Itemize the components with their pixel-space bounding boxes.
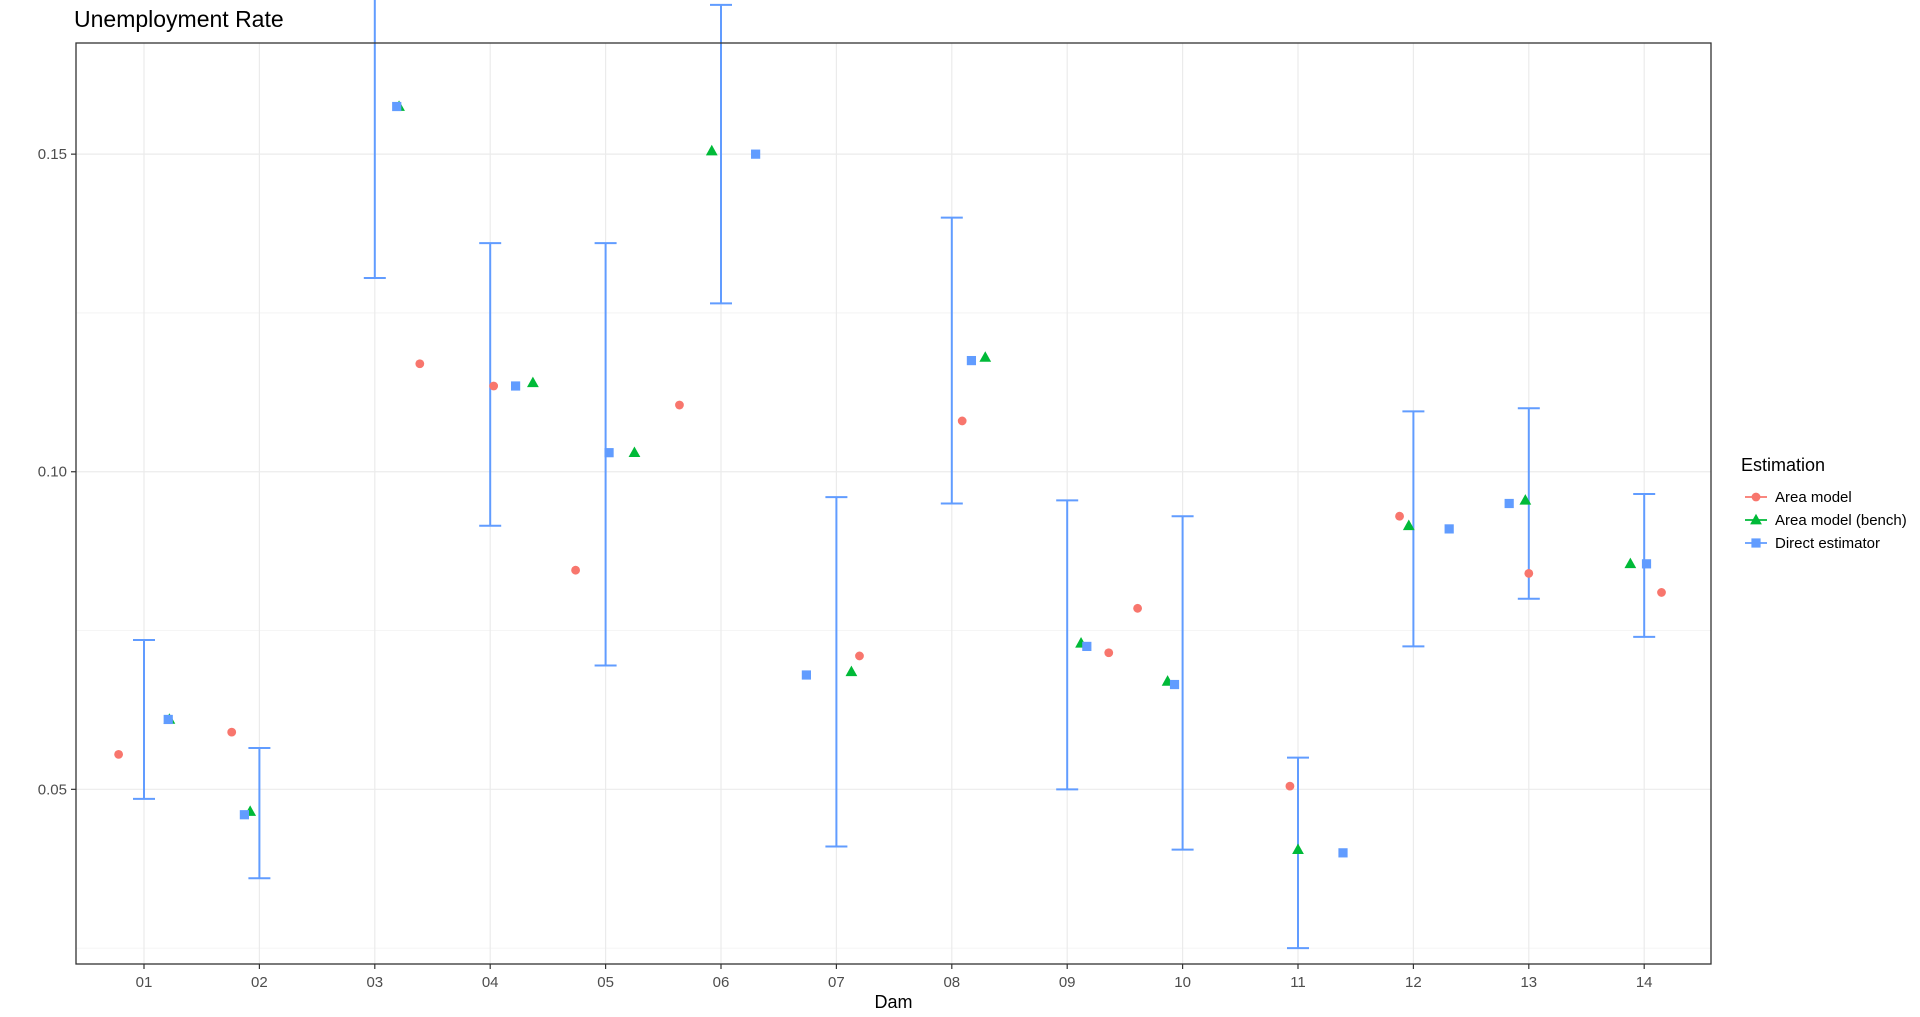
- data-point: [801, 670, 811, 680]
- data-point: [957, 416, 967, 426]
- data-point: [966, 355, 977, 366]
- series-area-model: [114, 359, 1666, 791]
- legend-key-marker: [1751, 492, 1761, 502]
- data-point: [415, 359, 425, 369]
- x-axis-title: Dam: [874, 992, 912, 1012]
- error-bar: [940, 216, 963, 505]
- x-tick-label: 05: [597, 974, 614, 991]
- series-area-model-bench: [163, 100, 1637, 855]
- data-point: [510, 381, 521, 391]
- x-tick-label: 13: [1520, 974, 1537, 991]
- error-bar: [825, 496, 848, 848]
- data-point: [1519, 494, 1532, 505]
- data-points: [114, 100, 1666, 858]
- chart-title: Unemployment Rate: [74, 6, 284, 32]
- error-bar: [1056, 499, 1079, 791]
- x-tick-label: 10: [1174, 974, 1191, 991]
- error-bar: [363, 0, 386, 280]
- x-tick-label: 04: [482, 974, 499, 991]
- data-point: [1641, 559, 1652, 569]
- legend-label: Direct estimator: [1775, 535, 1880, 552]
- data-point: [1169, 679, 1180, 690]
- error-bar: [248, 747, 271, 880]
- x-tick-label: 03: [366, 974, 383, 991]
- data-point: [845, 665, 858, 677]
- data-point: [979, 351, 992, 362]
- legend-item: Area model (bench): [1745, 512, 1907, 529]
- data-point: [1338, 848, 1348, 858]
- legend-title: Estimation: [1741, 455, 1825, 475]
- series-direct-estimator: [163, 101, 1652, 858]
- data-point: [1104, 648, 1114, 658]
- data-point: [675, 400, 684, 410]
- data-point: [1082, 641, 1092, 652]
- data-point: [227, 727, 237, 737]
- y-tick-label: 0.05: [38, 781, 67, 798]
- legend-item: Direct estimator: [1745, 535, 1880, 552]
- data-point: [527, 376, 539, 388]
- x-tick-label: 01: [136, 974, 153, 991]
- data-point: [1504, 498, 1514, 509]
- legend-key-marker: [1751, 538, 1761, 548]
- axes: 0.05 0.10 0.15 01 02 03 04 05 06 07 08 09 10 11 12 13 14: [38, 146, 1653, 991]
- error-bar: [1171, 515, 1194, 851]
- data-point: [1444, 524, 1454, 534]
- data-point: [705, 144, 718, 156]
- x-tick-label: 02: [251, 974, 268, 991]
- y-tick-label: 0.15: [38, 146, 67, 163]
- data-point: [489, 381, 499, 391]
- data-point: [1133, 603, 1142, 613]
- plot-panel-border: [75, 42, 1712, 965]
- x-tick-label: 12: [1405, 974, 1422, 991]
- legend: Estimation Area model Area model (bench) D…: [1741, 455, 1907, 552]
- error-bar: [710, 3, 732, 305]
- data-point: [392, 101, 402, 112]
- data-point: [855, 651, 864, 661]
- x-tick-label: 14: [1636, 974, 1653, 991]
- grid-lines: [76, 43, 1711, 964]
- data-point: [114, 749, 124, 759]
- legend-label: Area model: [1775, 489, 1852, 506]
- data-point: [1395, 511, 1404, 521]
- data-point: [751, 149, 761, 159]
- error-bar: [133, 639, 155, 800]
- x-tick-label: 11: [1290, 974, 1306, 991]
- x-tick-label: 06: [713, 974, 730, 991]
- legend-key-marker: [1750, 513, 1762, 525]
- data-point: [1292, 843, 1304, 855]
- x-tick-label: 08: [943, 974, 960, 991]
- data-point: [1285, 781, 1295, 791]
- x-tick-label: 09: [1059, 974, 1076, 991]
- error-bars: [133, 0, 1656, 950]
- data-point: [571, 565, 580, 575]
- data-point: [239, 810, 249, 820]
- data-point: [163, 714, 173, 725]
- legend-label: Area model (bench): [1775, 512, 1907, 529]
- legend-item: Area model: [1745, 489, 1852, 506]
- data-point: [628, 446, 641, 458]
- data-point: [1524, 568, 1534, 578]
- data-point: [1657, 588, 1666, 597]
- data-point: [1402, 519, 1415, 531]
- data-point: [1624, 557, 1637, 569]
- x-tick-label: 07: [828, 974, 845, 991]
- y-tick-label: 0.10: [38, 464, 67, 481]
- data-point: [604, 448, 614, 458]
